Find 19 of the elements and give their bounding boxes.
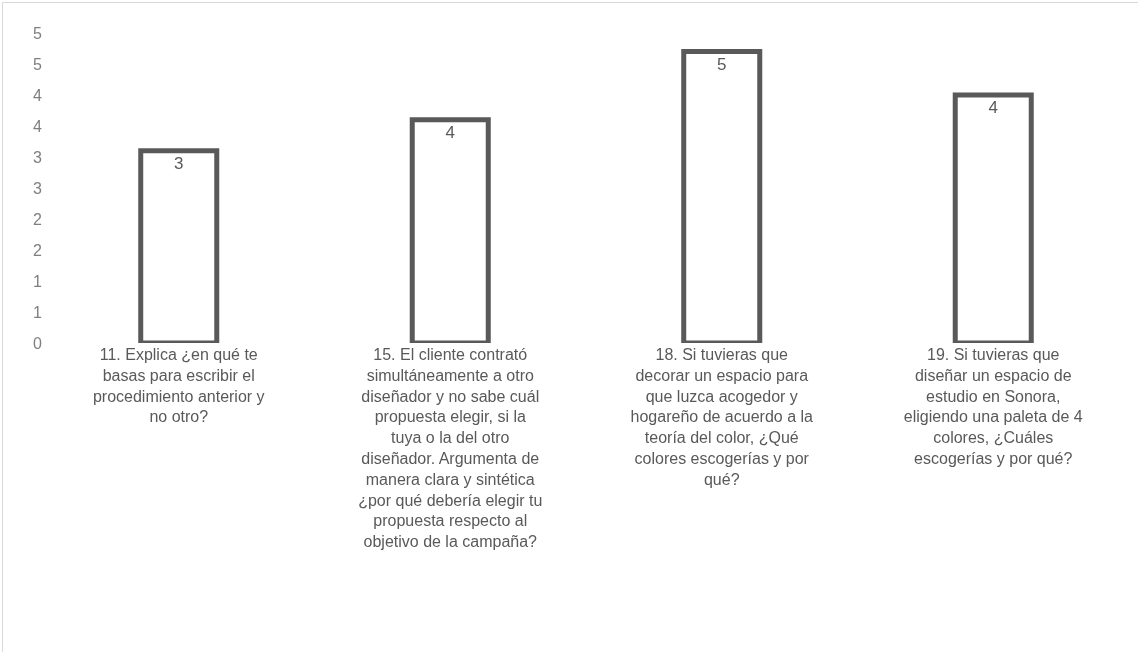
y-tick-label: 3 <box>33 179 43 197</box>
y-tick-label: 1 <box>33 303 43 321</box>
y-tick-label: 3 <box>33 148 43 166</box>
y-tick-label: 2 <box>33 241 43 259</box>
y-tick-label: 0 <box>33 334 43 352</box>
data-label: 5 <box>717 54 727 74</box>
y-tick-label: 5 <box>33 55 43 73</box>
x-tick-label: 19. Si tuvieras que diseñar un espacio de estudio en Sonora, eligiendo una paleta de 4 colores, ¿Cuáles escogerías y por qué? <box>903 346 1083 467</box>
y-tick-label: 2 <box>33 210 43 228</box>
data-label: 4 <box>988 98 998 117</box>
y-tick-label: 1 <box>33 272 43 290</box>
x-tick-label: 11. Explica ¿en qué te basas para escribir el procedimiento anterior y no otro? <box>92 346 265 426</box>
category-label: 15. El cliente contrató simultáneamente a otro diseñador y no sabe cuál propuesta elegir, si la tuya o la del otro diseñador. Argumenta de manera clara y sintética ¿por qué debería elegir tu propuesta respecto al objetivo de la campaña? <box>358 346 543 551</box>
y-tick-label: 4 <box>33 86 43 104</box>
data-label: 3 <box>174 153 184 173</box>
data-label: 4 <box>445 122 455 142</box>
y-tick-label: 4 <box>33 117 43 135</box>
x-tick-label: 18. Si tuvieras que decorar un espacio para que luzca acogedor y hogareño de acuerdo a la teoría del color, ¿Qué colores escogerías y por qué? <box>630 346 814 488</box>
y-tick-label: 5 <box>33 24 43 42</box>
